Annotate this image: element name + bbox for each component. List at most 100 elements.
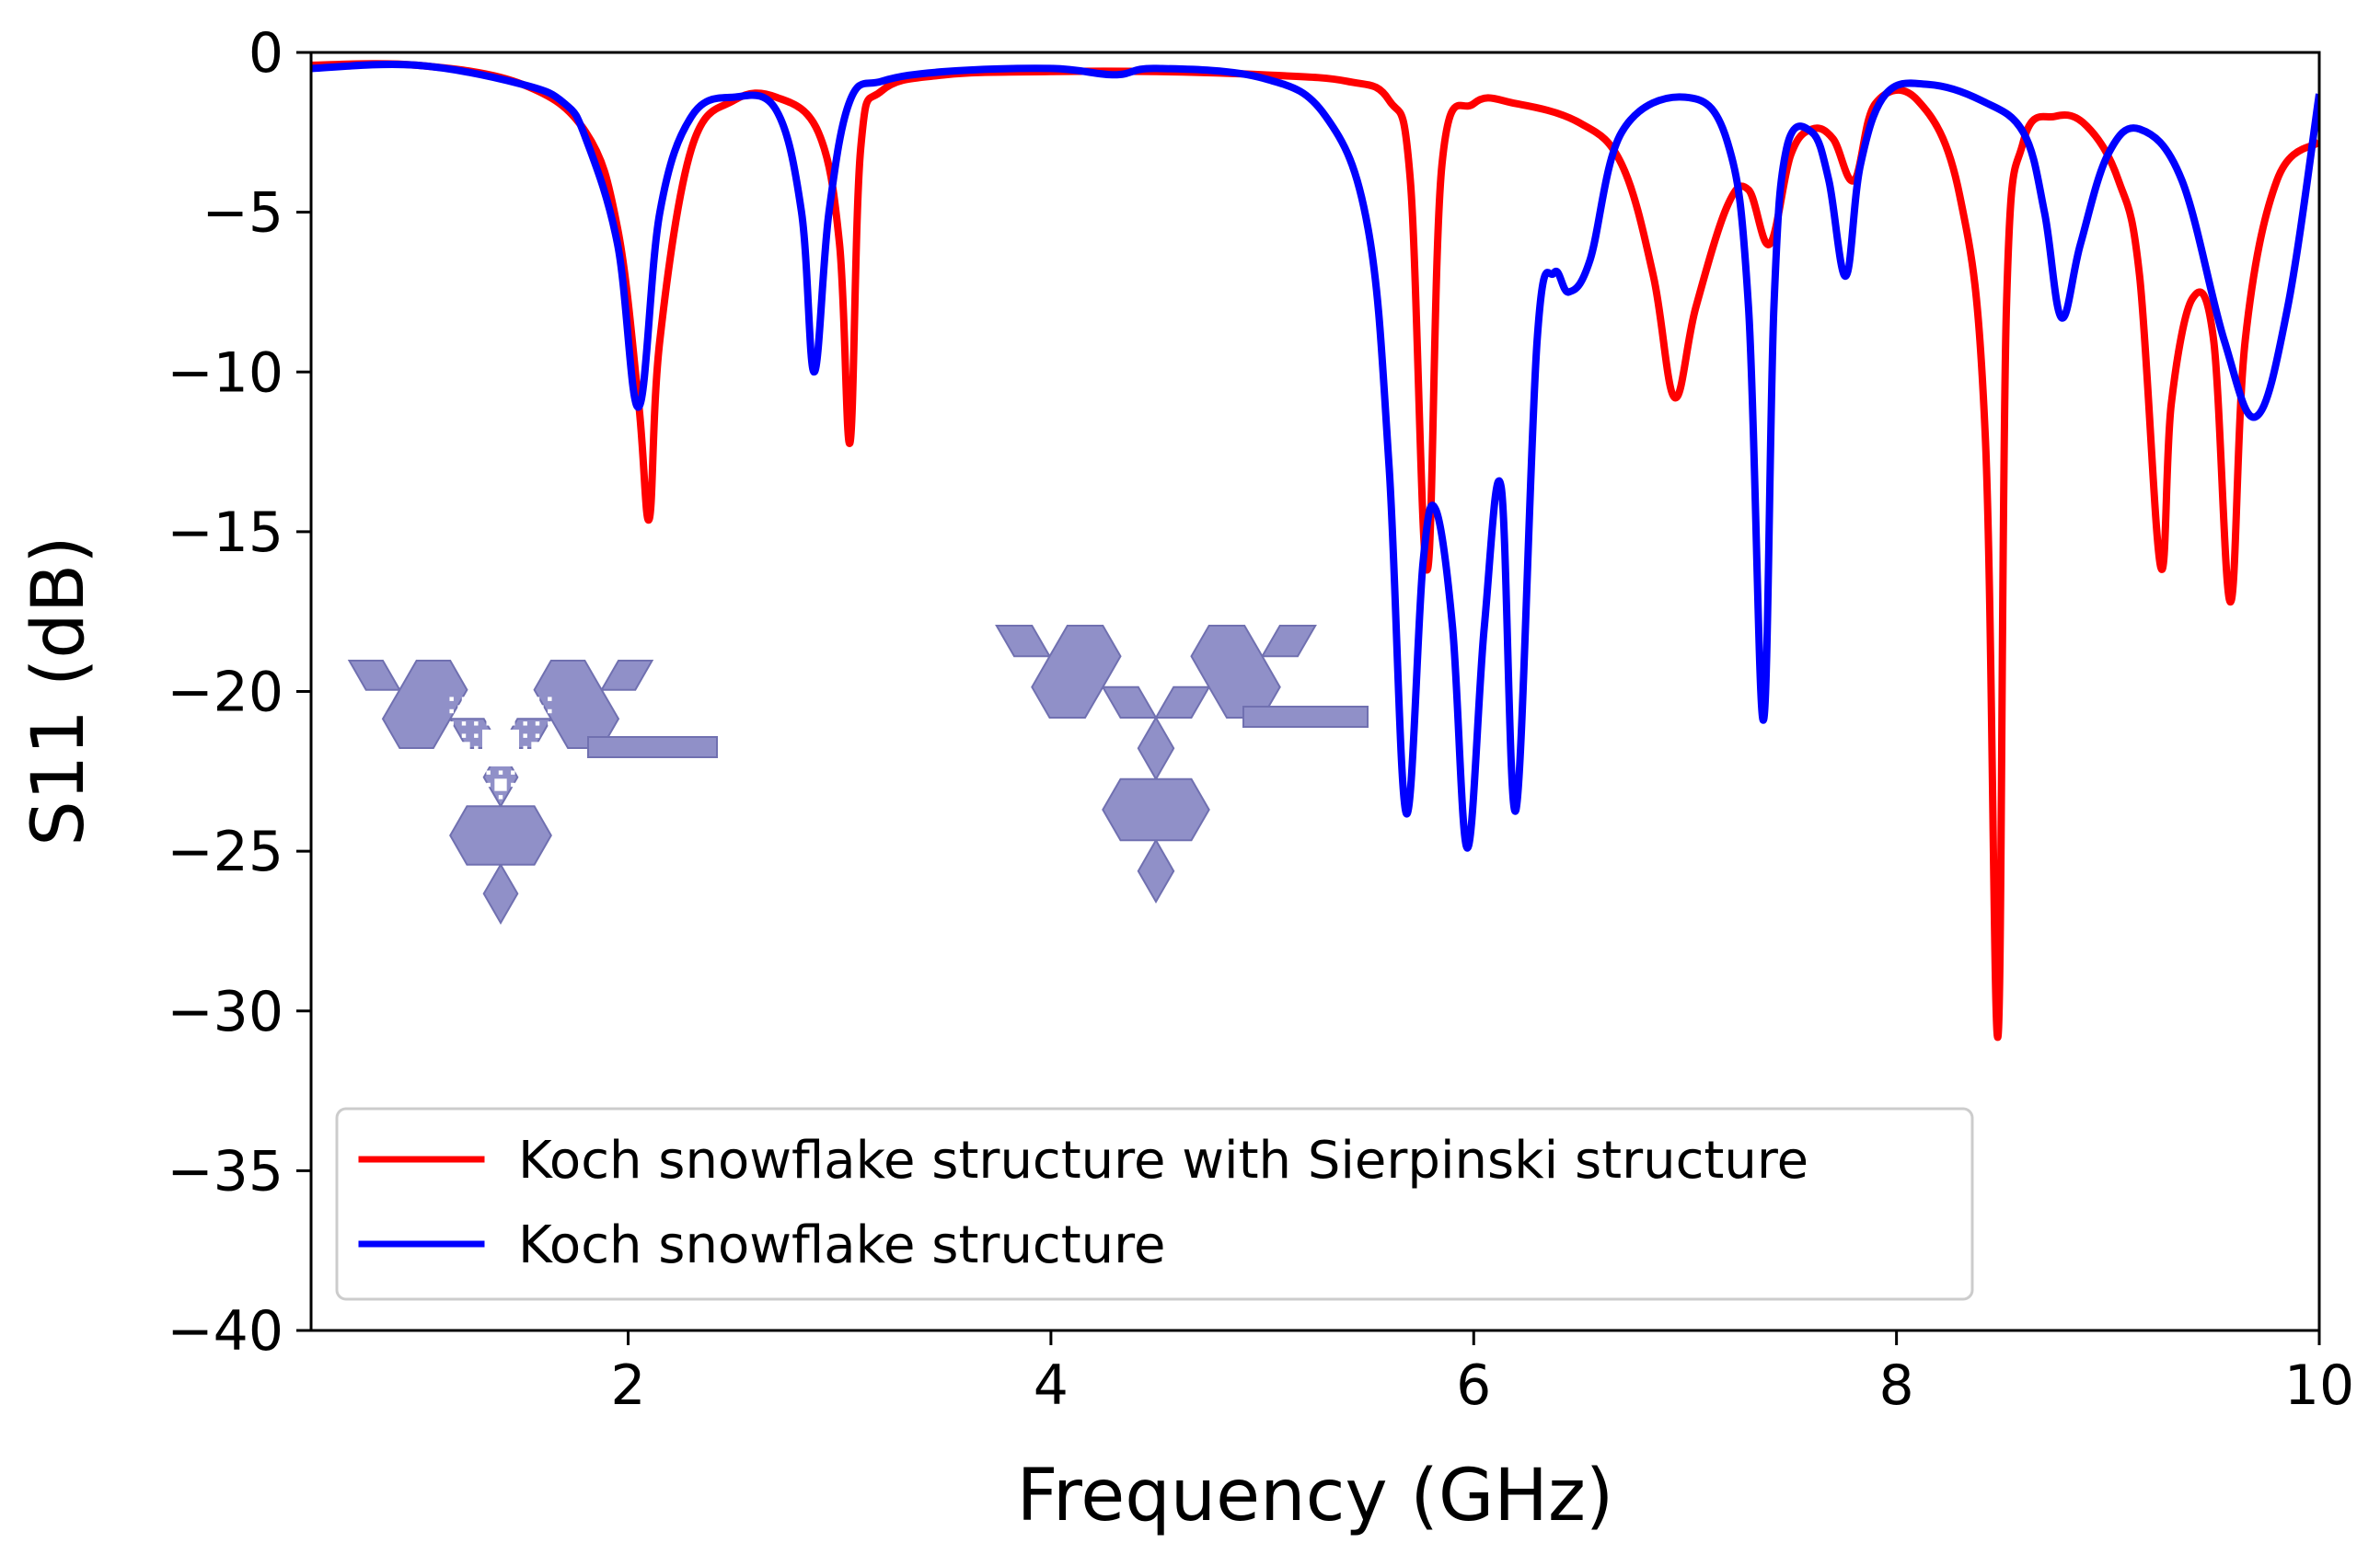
carpet-hole [457, 778, 470, 791]
y-tick-label: −40 [167, 1299, 283, 1364]
carpet-hole [548, 782, 552, 788]
carpet-hole [474, 721, 479, 726]
y-tick-label: −15 [167, 501, 283, 565]
y-tick-label: −20 [167, 661, 283, 725]
carpet-hole [449, 770, 454, 775]
carpet-hole [486, 721, 491, 726]
carpet-hole [548, 708, 552, 714]
carpet-hole [494, 778, 507, 791]
y-tick-label: −25 [167, 820, 283, 884]
carpet-hole [548, 733, 552, 738]
carpet-hole [449, 758, 454, 763]
carpet-hole [449, 733, 454, 738]
carpet-hole [535, 697, 540, 701]
series-lines [311, 60, 2319, 1042]
carpet-hole [548, 758, 552, 763]
carpet-hole [548, 721, 552, 726]
carpet-hole [449, 708, 454, 714]
feed-line [1242, 706, 1369, 728]
carpet-hole [474, 697, 479, 701]
carpet-hole [461, 795, 467, 800]
carpet-hole [548, 770, 552, 775]
carpet-hole [531, 742, 544, 754]
carpet-hole [474, 770, 479, 775]
carpet-hole [498, 721, 503, 726]
carpet-hole [548, 697, 552, 701]
koch-antenna-inset [995, 625, 1369, 904]
x-tick-label: 8 [1879, 1353, 1914, 1418]
carpet-hole [535, 795, 540, 800]
x-tick-label: 10 [2284, 1353, 2354, 1418]
feed-line [587, 736, 718, 758]
carpet-hole [523, 758, 527, 763]
koch-sierpinski-antenna-inset [347, 660, 718, 926]
legend-box [335, 1107, 1974, 1301]
y-axis-title: S11 (dB) [17, 535, 100, 846]
carpet-hole [523, 795, 527, 800]
y-tick-label: −30 [167, 980, 283, 1044]
carpet-hole [498, 795, 503, 800]
x-tick-label: 6 [1456, 1353, 1491, 1418]
carpet-hole [531, 705, 544, 718]
carpet-hole [482, 730, 519, 766]
carpet-hole [449, 721, 454, 726]
y-tick-label: −5 [202, 181, 283, 246]
carpet-hole [461, 697, 467, 701]
carpet-hole [548, 795, 552, 800]
carpet-hole [474, 708, 479, 714]
carpet-hole [523, 697, 527, 701]
carpet-hole [449, 782, 454, 788]
series-line-1 [311, 61, 2319, 852]
carpet-hole [461, 733, 467, 738]
legend-label-koch-sierpinski: Koch snowflake structure with Sierpinski… [518, 1131, 1808, 1191]
carpet-hole [511, 795, 515, 800]
carpet-hole [461, 770, 467, 775]
carpet-hole [486, 782, 491, 788]
carpet-hole [474, 795, 479, 800]
carpet-hole [523, 782, 527, 788]
legend-label-koch: Koch snowflake structure [518, 1215, 1165, 1275]
carpet-hole [511, 782, 515, 788]
y-tick-label: −35 [167, 1139, 283, 1203]
carpet-hole [449, 795, 454, 800]
carpet-hole [486, 708, 491, 714]
carpet-hole [461, 758, 467, 763]
y-tick-label: −10 [167, 340, 283, 405]
series-line-0 [311, 60, 2319, 1042]
carpet-hole [461, 721, 467, 726]
carpet-hole [511, 721, 515, 726]
carpet-hole [535, 770, 540, 775]
carpet-hole [449, 697, 454, 701]
legend: Koch snowflake structure with Sierpinski… [335, 1107, 1974, 1301]
carpet-hole [449, 745, 454, 751]
carpet-hole [531, 778, 544, 791]
carpet-hole [523, 708, 527, 714]
snowflake-shape [995, 625, 1317, 904]
carpet-hole [548, 745, 552, 751]
carpet-hole [494, 705, 507, 718]
carpet-hole [511, 697, 515, 701]
x-tick-label: 4 [1034, 1353, 1069, 1418]
x-axis: 2 4 6 8 10 [610, 1330, 2354, 1418]
carpet-hole [523, 770, 527, 775]
y-tick-label: 0 [248, 21, 283, 86]
carpet-hole [486, 770, 491, 775]
carpet-hole [474, 745, 479, 751]
carpet-hole [457, 742, 470, 754]
carpet-hole [535, 721, 540, 726]
carpet-hole [523, 733, 527, 738]
carpet-hole [511, 770, 515, 775]
carpet-hole [474, 733, 479, 738]
carpet-hole [498, 697, 503, 701]
carpet-hole [474, 782, 479, 788]
carpet-hole [474, 758, 479, 763]
x-tick-label: 2 [610, 1353, 645, 1418]
carpet-hole [486, 697, 491, 701]
carpet-hole [457, 705, 470, 718]
carpet-hole [486, 795, 491, 800]
carpet-hole [498, 770, 503, 775]
carpet-hole [523, 721, 527, 726]
carpet-hole [535, 733, 540, 738]
carpet-hole [523, 745, 527, 751]
